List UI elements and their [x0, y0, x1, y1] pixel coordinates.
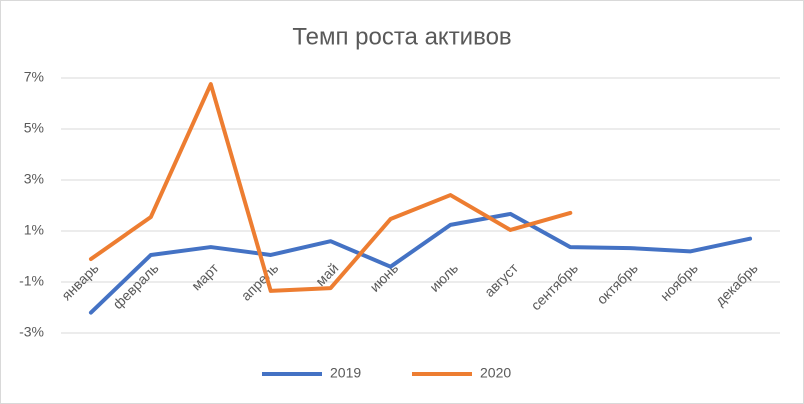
y-tick-label: -1% — [19, 273, 44, 289]
series-line — [88, 211, 753, 315]
series-line — [88, 82, 573, 293]
legend-label: 2020 — [480, 365, 511, 381]
y-tick-label: 7% — [24, 69, 44, 85]
y-tick-label: 1% — [24, 222, 44, 238]
y-tick-label: 5% — [24, 120, 44, 136]
y-tick-label: -3% — [19, 324, 44, 340]
y-tick-label: 3% — [24, 171, 44, 187]
chart-title: Темп роста активов — [292, 23, 511, 50]
legend-label: 2019 — [330, 365, 361, 381]
